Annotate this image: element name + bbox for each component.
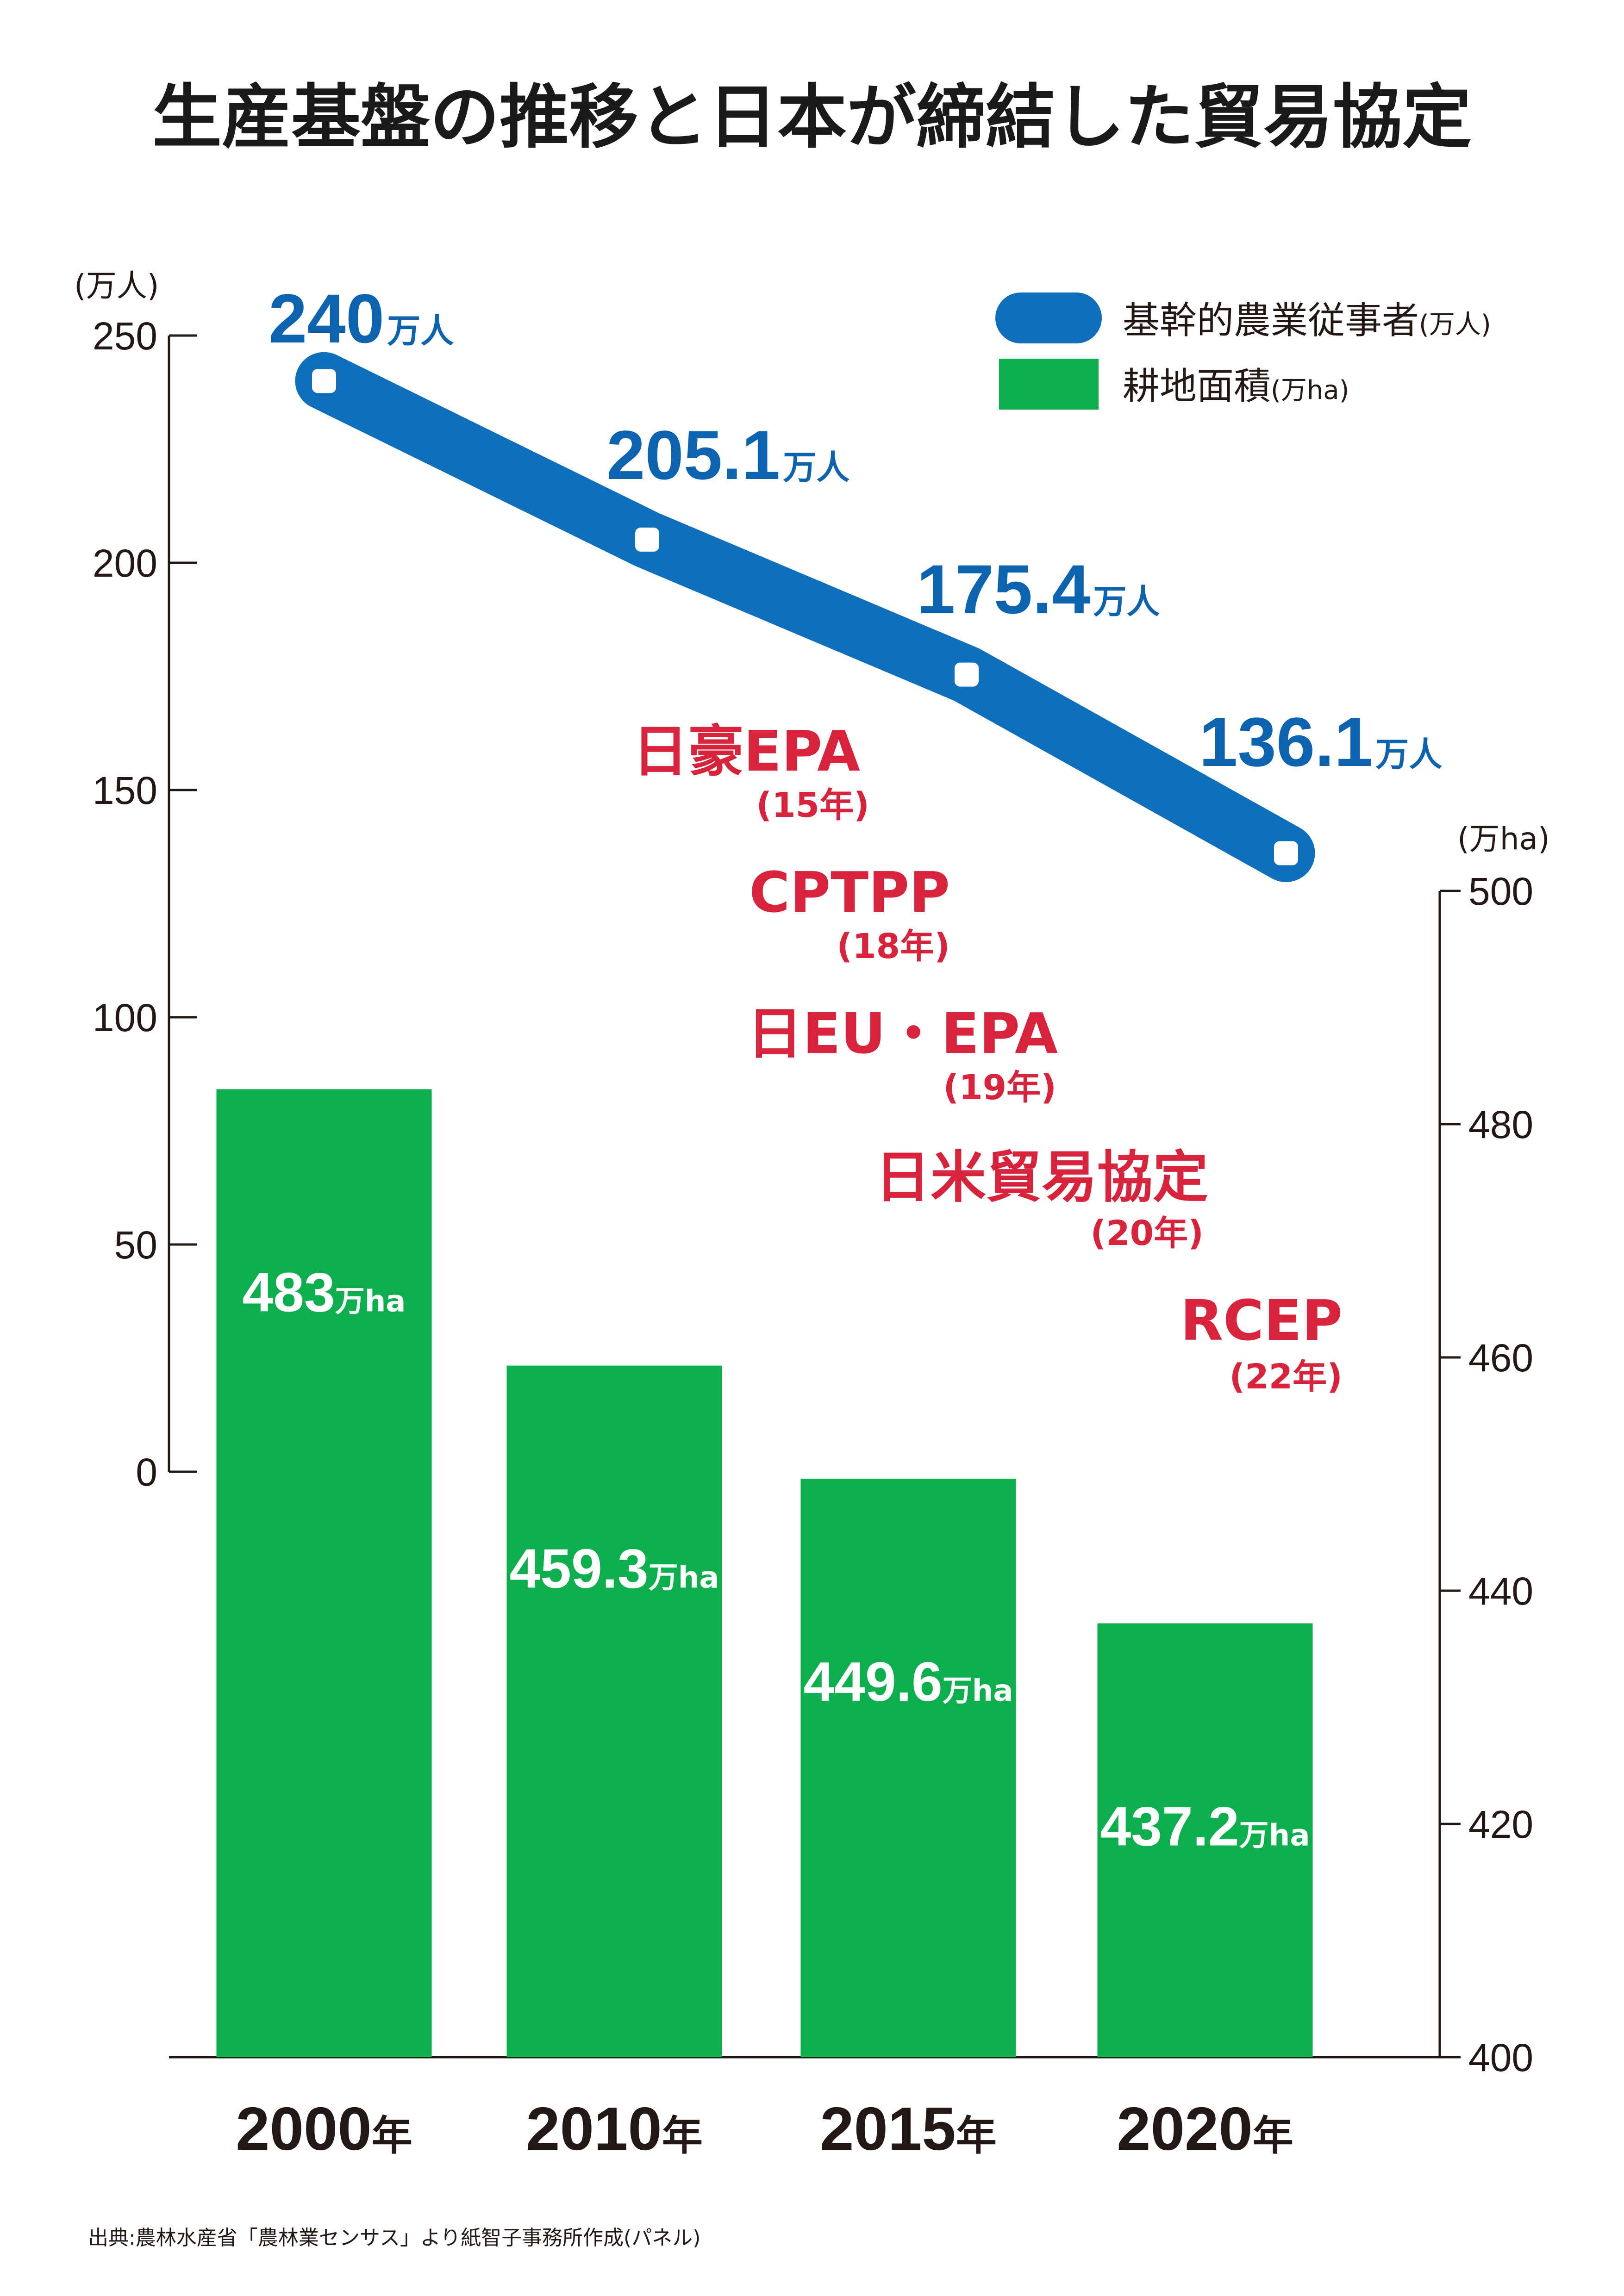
- left-axis-tick-label: 200: [93, 541, 157, 585]
- people-data-point: [312, 369, 336, 393]
- right-axis-tick-label: 440: [1468, 1569, 1533, 1613]
- agreement-name: 日米貿易協定: [875, 1145, 1208, 1210]
- x-axis-category-label: 2020年: [1117, 2095, 1293, 2163]
- farmland-bar: [216, 1089, 432, 2057]
- left-axis-unit: (万人): [74, 268, 159, 304]
- people-series-line: [295, 352, 1315, 882]
- agreement-name: CPTPP: [749, 861, 950, 925]
- farmland-bar: [1097, 1623, 1313, 2057]
- agreement-year: (15年): [756, 785, 869, 825]
- right-axis-tick-label: 400: [1468, 2036, 1533, 2079]
- farmland-bar-label: 483万ha: [243, 1261, 406, 1323]
- people-value-label: 136.1万人: [1199, 703, 1442, 781]
- left-axis-tick-label: 250: [93, 314, 157, 358]
- x-axis-category-label: 2010年: [526, 2095, 703, 2163]
- right-axis-tick-label: 480: [1468, 1103, 1533, 1146]
- legend-farmland-label: 耕地面積: [1123, 365, 1271, 408]
- right-axis-tick-label: 420: [1468, 1803, 1533, 1846]
- people-value-label: 205.1万人: [606, 416, 849, 494]
- people-value-label: 175.4万人: [917, 550, 1160, 628]
- agreement-name: RCEP: [1181, 1289, 1343, 1353]
- right-axis-tick-label: 460: [1468, 1336, 1533, 1380]
- people-data-point: [955, 662, 979, 687]
- farmland-bar-label: 459.3万ha: [509, 1538, 719, 1600]
- farmland-bar: [506, 1365, 722, 2057]
- legend-people-unit: (万人): [1419, 310, 1491, 340]
- legend-farmland-text: 耕地面積(万ha): [1123, 365, 1349, 408]
- left-axis-tick-label: 100: [93, 996, 157, 1039]
- trade-agreements: 日豪EPA (15年) CPTPP (18年) 日EU・EPA (19年) 日米…: [632, 720, 1343, 1397]
- source-note: 出典:農林水産省「農林業センサス」より紙智子事務所作成(パネル): [88, 2226, 700, 2250]
- left-axis-tick-label: 0: [136, 1450, 157, 1494]
- agreement-year: (20年): [1090, 1213, 1204, 1253]
- farmland-bar: [800, 1479, 1016, 2057]
- left-axis-tick-label: 150: [93, 769, 157, 812]
- agreement-name: 日EU・EPA: [747, 1002, 1058, 1066]
- legend-farmland-unit: (万ha): [1271, 375, 1349, 405]
- right-axis-unit: (万ha): [1457, 821, 1550, 857]
- people-data-point: [635, 527, 659, 552]
- legend-people-label: 基幹的農業従事者: [1123, 299, 1419, 342]
- agreement-name: 日豪EPA: [632, 720, 860, 784]
- left-axis-tick-label: 50: [114, 1223, 157, 1267]
- legend-people-swatch: [995, 292, 1102, 343]
- legend: 基幹的農業従事者(万人) 耕地面積(万ha): [995, 292, 1491, 410]
- agreement-year: (19年): [943, 1068, 1056, 1108]
- agreement-year: (22年): [1229, 1357, 1343, 1397]
- people-value-label: 240万人: [269, 280, 454, 357]
- x-axis-category-label: 2000年: [236, 2095, 412, 2163]
- farmland-bar-label: 437.2万ha: [1100, 1796, 1310, 1858]
- legend-people-text: 基幹的農業従事者(万人): [1123, 299, 1491, 342]
- chart-title: 生産基盤の推移と日本が締結した貿易協定: [152, 77, 1472, 158]
- farmland-bar-label: 449.6万ha: [803, 1651, 1013, 1713]
- x-axis-category-label: 2015年: [820, 2095, 997, 2163]
- agreement-year: (18年): [837, 927, 950, 966]
- people-data-point: [1274, 841, 1298, 865]
- right-axis-tick-label: 500: [1468, 870, 1533, 913]
- legend-farmland-swatch: [999, 359, 1099, 410]
